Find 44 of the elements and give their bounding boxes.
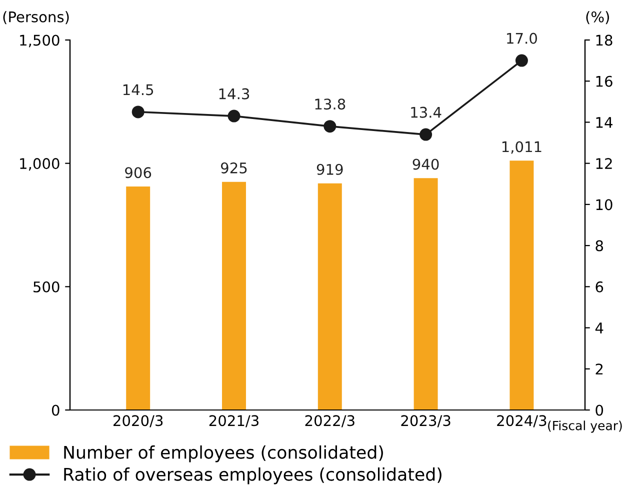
y-tick-label: 1,500 bbox=[20, 34, 60, 48]
y-tick-label: 0 bbox=[52, 404, 60, 416]
data-label: 1,011 bbox=[502, 141, 542, 154]
y2-tick-label: 16 bbox=[596, 76, 612, 87]
y2-tick-label: 14 bbox=[596, 117, 612, 128]
data-label: 906 bbox=[125, 167, 152, 178]
y-tick-label: 500 bbox=[34, 281, 60, 292]
data-label: 919 bbox=[316, 164, 343, 175]
data-label: 13.4 bbox=[411, 106, 442, 118]
bar bbox=[510, 160, 534, 410]
bar bbox=[222, 182, 246, 410]
point bbox=[420, 128, 432, 141]
y2-tick-label: 10 bbox=[596, 199, 612, 210]
point bbox=[515, 54, 528, 67]
y2-tick-label: 6 bbox=[596, 281, 604, 292]
y-axis-title: (Persons) bbox=[3, 11, 69, 24]
y2-tick-label: 2 bbox=[596, 364, 603, 374]
y2-tick-label: 8 bbox=[596, 240, 604, 252]
data-label: 13.8 bbox=[315, 98, 346, 110]
y2-tick-label: 4 bbox=[595, 322, 604, 334]
bar bbox=[318, 183, 342, 410]
data-label: 925 bbox=[220, 162, 247, 174]
bar bbox=[414, 178, 438, 410]
x-tick-label: 2024/3 bbox=[497, 415, 546, 428]
bar bbox=[126, 186, 150, 410]
data-label: 940 bbox=[412, 158, 439, 170]
y2-tick-label: 0 bbox=[596, 404, 604, 416]
y2-tick-label: 18 bbox=[596, 34, 612, 46]
y2-tick-label: 12 bbox=[596, 158, 612, 169]
legend-label: Ratio of overseas employees (consolidated) bbox=[64, 467, 442, 484]
data-label: 14.3 bbox=[219, 88, 250, 100]
point bbox=[324, 120, 336, 133]
point bbox=[228, 110, 240, 122]
x-tick-label: 2022/3 bbox=[305, 415, 354, 428]
y-tick-label: 1,000 bbox=[20, 158, 60, 171]
x-tick-label: 2023/3 bbox=[401, 415, 450, 428]
data-label: 14.5 bbox=[123, 84, 154, 96]
x-axis-title: (Fiscal year) bbox=[548, 420, 622, 433]
legend-label: Number of employees (consolidated) bbox=[64, 445, 383, 462]
y2-axis-title: (%) bbox=[586, 11, 609, 24]
data-label: 17.0 bbox=[507, 32, 537, 44]
point bbox=[132, 106, 144, 118]
x-tick-label: 2021/3 bbox=[209, 415, 258, 428]
x-tick-label: 2020/3 bbox=[114, 415, 163, 428]
